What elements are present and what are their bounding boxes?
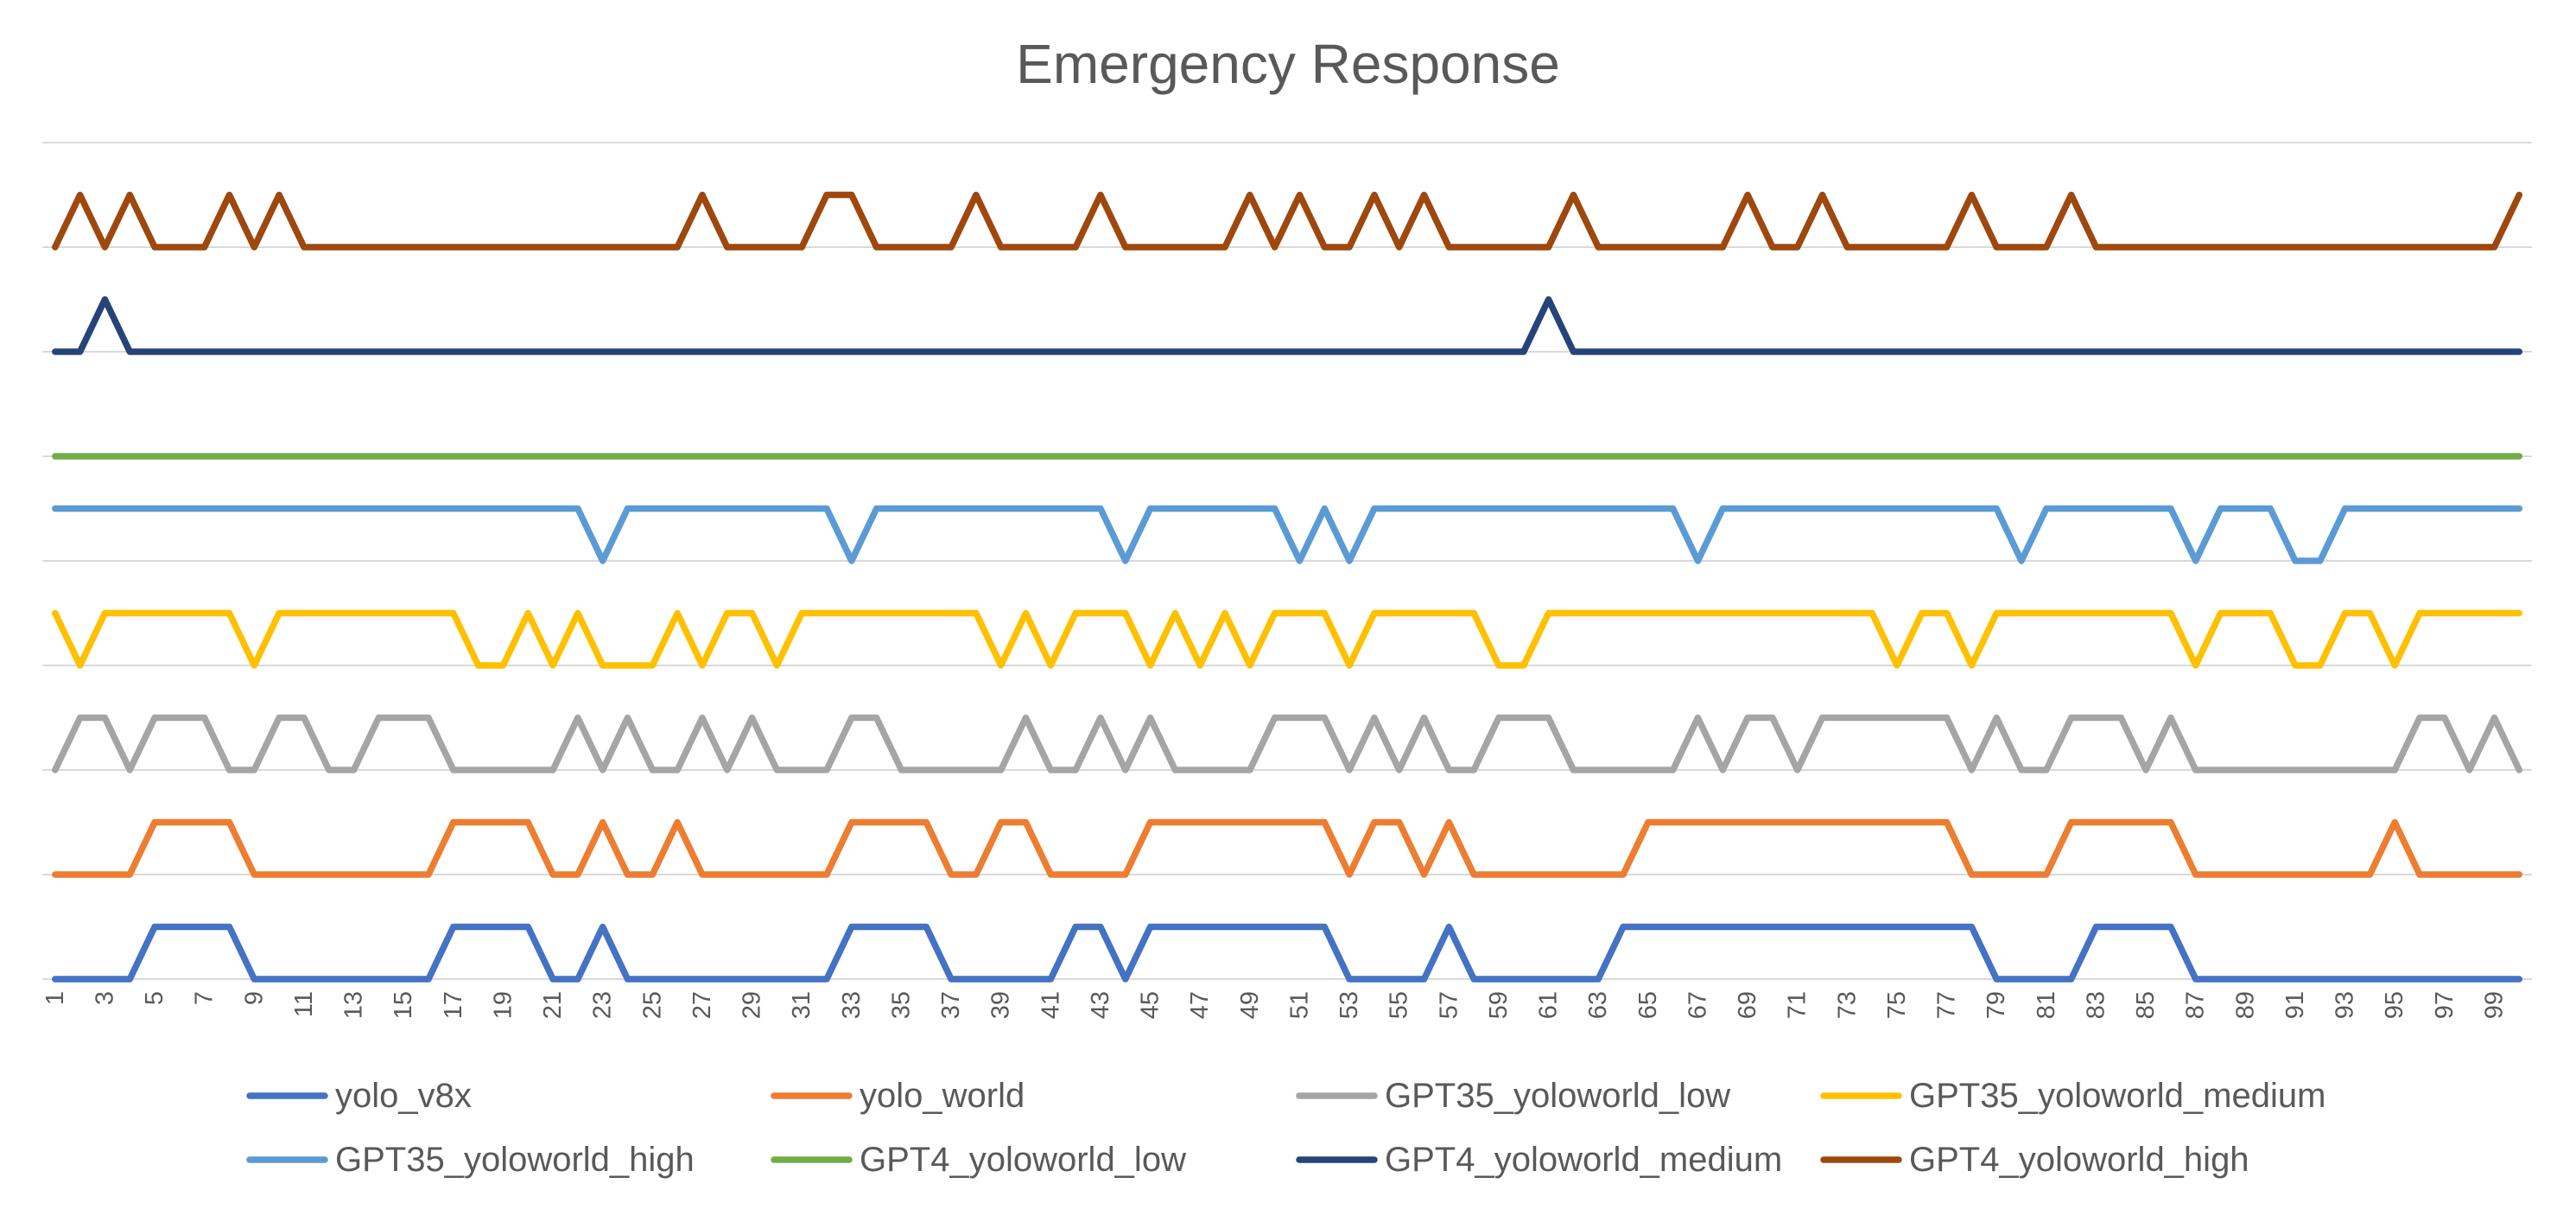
legend-label: GPT4_yoloworld_low xyxy=(860,1141,1186,1179)
x-tick-label: 75 xyxy=(1883,991,1911,1019)
series-line-yolo-v8x xyxy=(52,923,2523,983)
x-tick-label: 77 xyxy=(1933,991,1961,1019)
x-tick-label: 29 xyxy=(739,991,766,1019)
series-line-gpt4-yoloworld-medium xyxy=(52,296,2523,355)
x-tick-label: 93 xyxy=(2332,991,2359,1019)
x-tick-label: 19 xyxy=(489,991,517,1019)
x-tick-label: 87 xyxy=(2182,991,2210,1019)
legend-item: GPT35_yoloworld_low xyxy=(1296,1077,1730,1115)
x-tick-label: 39 xyxy=(987,991,1015,1019)
x-tick-label: 91 xyxy=(2281,991,2309,1019)
x-tick-label: 65 xyxy=(1634,991,1662,1019)
x-tick-label: 89 xyxy=(2231,991,2259,1019)
legend-label: GPT35_yoloworld_medium xyxy=(1909,1077,2325,1115)
x-tick-label: 97 xyxy=(2431,991,2459,1019)
x-tick-label: 51 xyxy=(1285,991,1313,1019)
x-tick-label: 73 xyxy=(1833,991,1861,1019)
series-line-yolo-world xyxy=(52,818,2523,878)
x-tick-label: 33 xyxy=(838,991,866,1019)
legend-item: GPT4_yoloworld_high xyxy=(1820,1141,2249,1179)
x-tick-label: 9 xyxy=(240,991,268,1005)
legend-label: GPT4_yoloworld_high xyxy=(1909,1141,2249,1179)
legend-item: GPT35_yoloworld_medium xyxy=(1820,1077,2325,1115)
x-tick-label: 1 xyxy=(41,991,69,1005)
legend-label: GPT4_yoloworld_medium xyxy=(1385,1141,1782,1179)
x-tick-label: 79 xyxy=(1983,991,2010,1019)
legend: yolo_v8x yolo_world GPT35_yoloworld_low GPT… xyxy=(246,1077,2325,1179)
x-tick-label: 81 xyxy=(2033,991,2060,1019)
x-tick-label: 85 xyxy=(2132,991,2160,1019)
x-tick-label: 59 xyxy=(1485,991,1513,1019)
legend-item: yolo_world xyxy=(771,1077,1025,1115)
legend-label: GPT35_yoloworld_low xyxy=(1385,1077,1730,1115)
x-tick-label: 35 xyxy=(887,991,915,1019)
x-tick-label: 11 xyxy=(290,991,318,1017)
legend-label: yolo_world xyxy=(860,1077,1025,1115)
legend-label: GPT35_yoloworld_high xyxy=(335,1141,695,1179)
x-tick-label: 67 xyxy=(1684,991,1711,1019)
x-tick-label: 71 xyxy=(1784,991,1811,1019)
legend-item: GPT4_yoloworld_low xyxy=(771,1141,1186,1179)
x-tick-label: 15 xyxy=(390,991,417,1019)
x-tick-label: 69 xyxy=(1734,991,1761,1019)
chart-title: Emergency Response xyxy=(1016,33,1560,95)
x-tick-label: 99 xyxy=(2480,991,2508,1019)
legend-item: GPT35_yoloworld_high xyxy=(246,1141,695,1179)
x-tick-label: 27 xyxy=(688,991,716,1019)
x-tick-label: 3 xyxy=(91,991,118,1005)
series-line-gpt35-yoloworld-high xyxy=(52,505,2523,564)
x-tick-label: 43 xyxy=(1087,991,1114,1019)
x-tick-label: 49 xyxy=(1236,991,1264,1019)
series-line-gpt35-yoloworld-medium xyxy=(52,609,2523,669)
x-tick-label: 41 xyxy=(1037,991,1064,1019)
legend-item: GPT4_yoloworld_medium xyxy=(1296,1141,1782,1179)
x-tick-label: 95 xyxy=(2381,991,2408,1019)
x-tick-label: 57 xyxy=(1435,991,1462,1019)
x-tick-label: 83 xyxy=(2082,991,2110,1019)
x-tick-label: 45 xyxy=(1137,991,1164,1019)
x-tick-label: 5 xyxy=(141,991,168,1005)
x-tick-label: 55 xyxy=(1386,991,1413,1019)
x-tick-label: 47 xyxy=(1186,991,1214,1019)
x-tick-label: 21 xyxy=(539,991,567,1019)
x-tick-label: 25 xyxy=(638,991,666,1019)
legend-label: yolo_v8x xyxy=(335,1077,472,1115)
series-lines xyxy=(52,191,2523,983)
x-tick-label: 31 xyxy=(788,991,815,1019)
x-axis-tick-labels: 1 3 5 7 9 11 13 15 17 19 21 23 25 27 29 31 33 35 37 39 41 43 4… xyxy=(41,991,2509,1019)
series-line-gpt35-yoloworld-low xyxy=(52,714,2523,773)
x-tick-label: 13 xyxy=(340,991,368,1019)
x-tick-label: 53 xyxy=(1336,991,1363,1019)
x-tick-label: 17 xyxy=(440,991,467,1019)
x-tick-label: 7 xyxy=(191,991,219,1005)
x-tick-label: 61 xyxy=(1535,991,1563,1019)
x-tick-label: 23 xyxy=(589,991,617,1019)
x-tick-label: 37 xyxy=(937,991,965,1019)
series-line-gpt4-yoloworld-high xyxy=(52,191,2523,251)
legend-item: yolo_v8x xyxy=(246,1077,472,1115)
x-tick-label: 63 xyxy=(1584,991,1612,1019)
